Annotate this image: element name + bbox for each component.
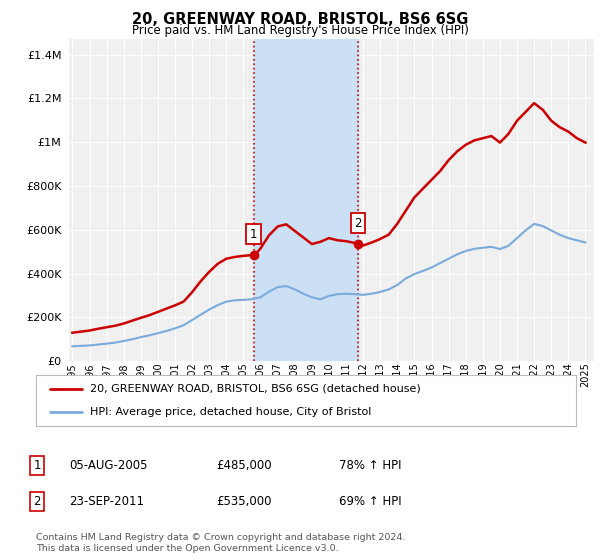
Bar xyxy=(254,39,358,361)
Text: Contains HM Land Registry data © Crown copyright and database right 2024.
This d: Contains HM Land Registry data © Crown c… xyxy=(36,533,406,553)
Text: 1: 1 xyxy=(34,459,41,473)
Text: HPI: Average price, detached house, City of Bristol: HPI: Average price, detached house, City… xyxy=(90,407,371,417)
Text: 1: 1 xyxy=(250,228,257,241)
Text: 69% ↑ HPI: 69% ↑ HPI xyxy=(339,494,401,508)
Text: 05-AUG-2005: 05-AUG-2005 xyxy=(69,459,148,473)
Text: 23-SEP-2011: 23-SEP-2011 xyxy=(69,494,144,508)
Text: Price paid vs. HM Land Registry's House Price Index (HPI): Price paid vs. HM Land Registry's House … xyxy=(131,24,469,36)
Text: £535,000: £535,000 xyxy=(216,494,271,508)
Text: 2: 2 xyxy=(34,494,41,508)
Text: 2: 2 xyxy=(355,217,362,230)
Text: £485,000: £485,000 xyxy=(216,459,272,473)
Text: 20, GREENWAY ROAD, BRISTOL, BS6 6SG: 20, GREENWAY ROAD, BRISTOL, BS6 6SG xyxy=(132,12,468,27)
Text: 20, GREENWAY ROAD, BRISTOL, BS6 6SG (detached house): 20, GREENWAY ROAD, BRISTOL, BS6 6SG (det… xyxy=(90,384,421,394)
Text: 78% ↑ HPI: 78% ↑ HPI xyxy=(339,459,401,473)
